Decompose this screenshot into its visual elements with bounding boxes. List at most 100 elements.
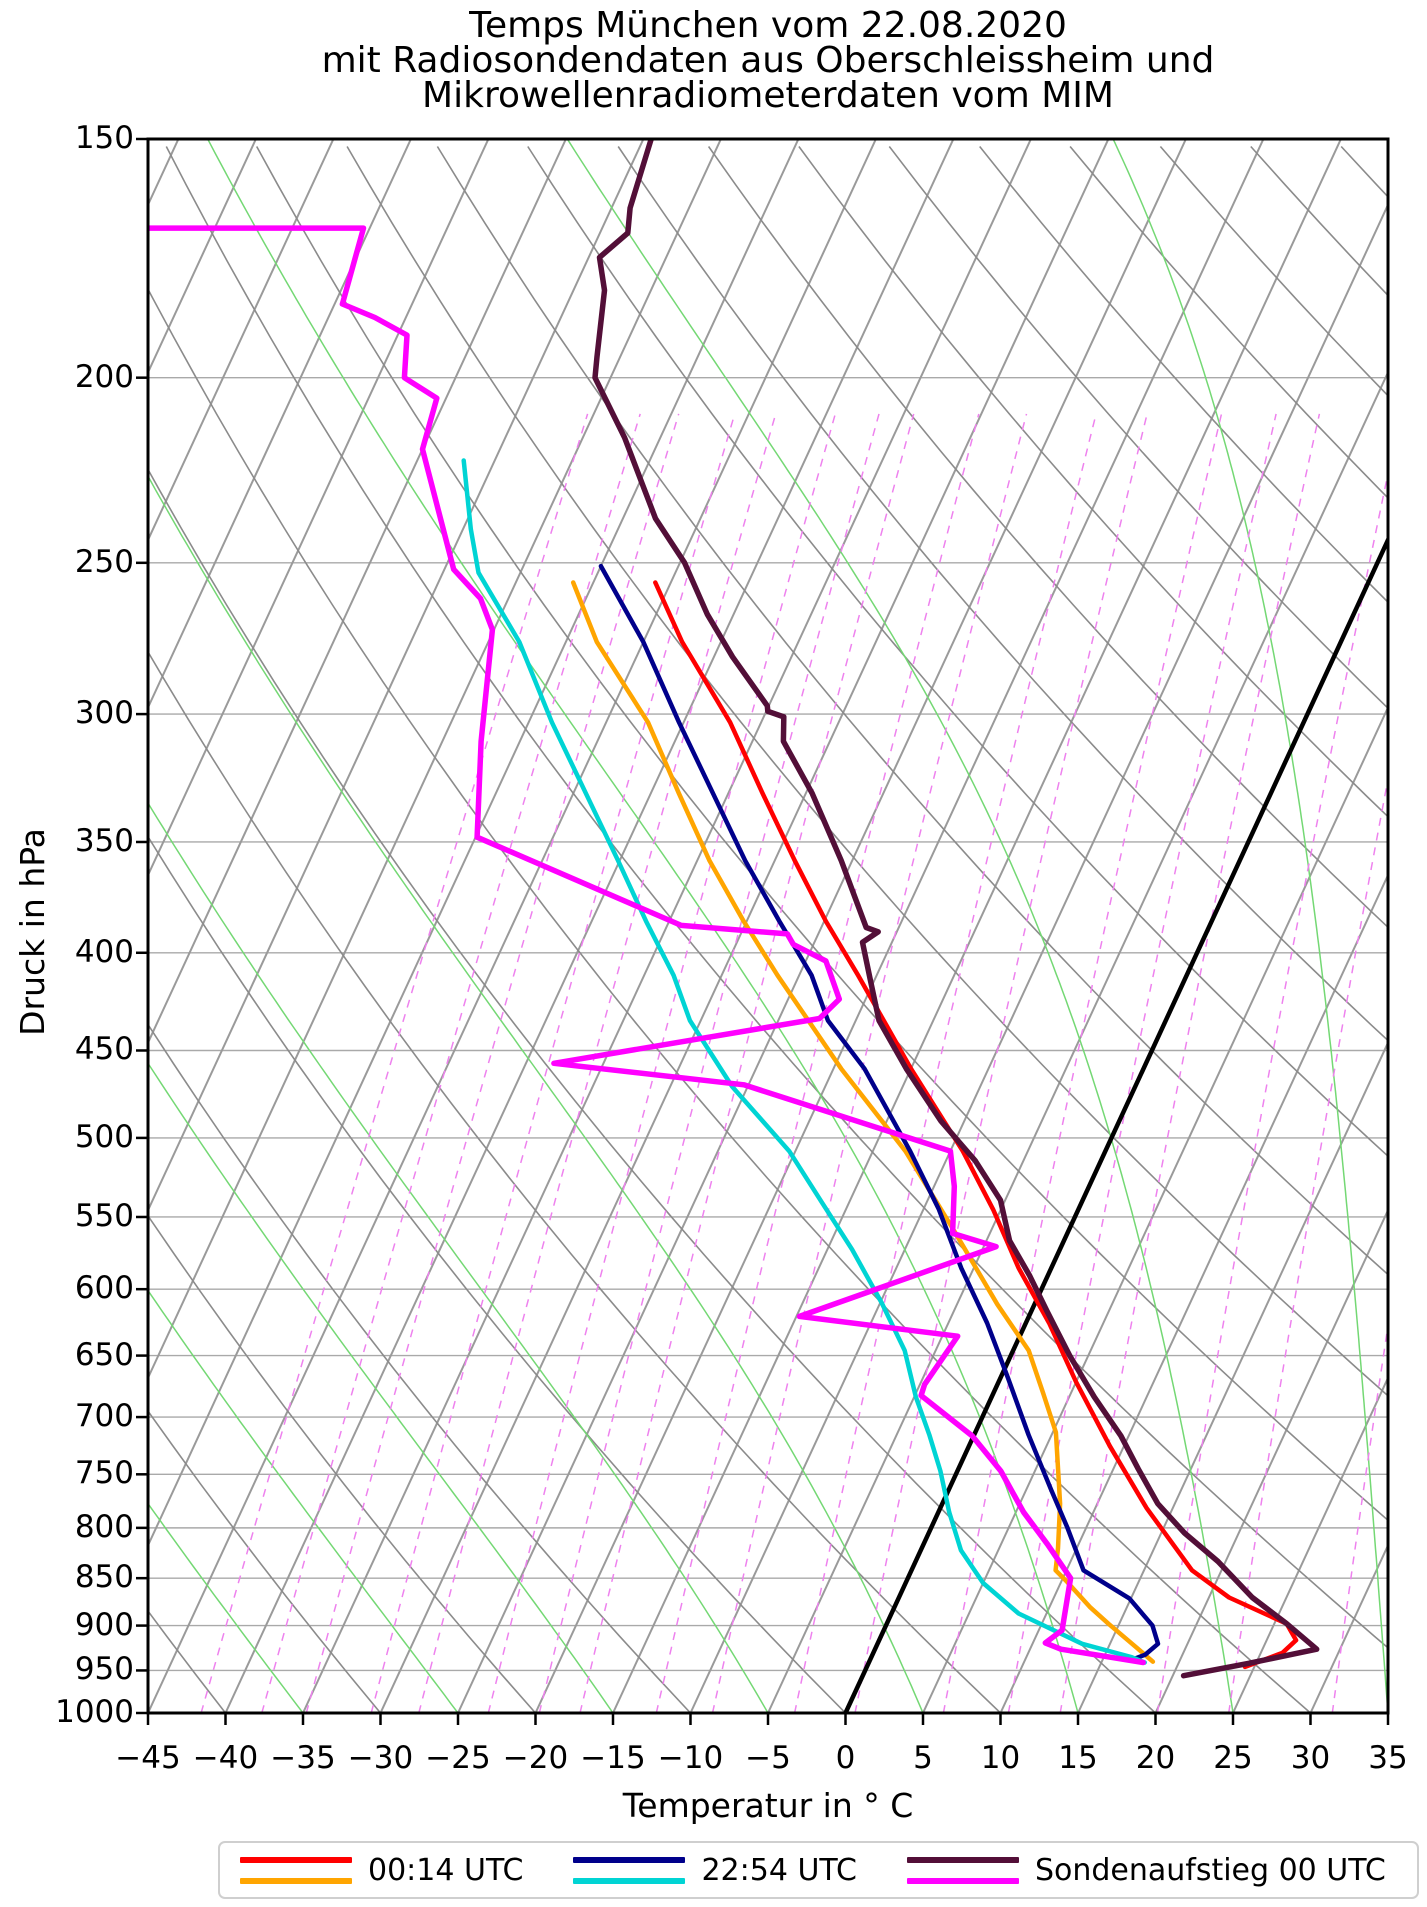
x-tick-label: 35: [1368, 1740, 1408, 1776]
isotherm-line: [148, 139, 722, 1381]
chart-title: Temps München vom 22.08.2020 mit Radioso…: [148, 5, 1388, 116]
mixing-ratio-line: [538, 413, 880, 1713]
isotherm-line: [1232, 1375, 1388, 1713]
series-00-14-utc-taupunkt-mwr-: [570, 580, 1156, 1664]
y-tick-label: 700: [74, 1398, 134, 1435]
mixing-ratio-line: [711, 413, 1028, 1713]
series-sondenaufstieg-00-utc-taupunkt: [148, 225, 1146, 1666]
mixing-ratio-line: [655, 413, 980, 1713]
isotherm-line: [1154, 1207, 1388, 1713]
moist-adiabat-line: [1112, 139, 1388, 1713]
dry-adiabat-line: [255, 146, 1388, 1522]
legend-label-2: Sondenaufstieg 00 UTC: [1034, 1852, 1386, 1888]
x-tick-label: −5: [745, 1740, 791, 1776]
dry-adiabat-line: [148, 287, 1312, 1713]
isotherm-line: [534, 139, 1265, 1713]
dry-adiabat-line: [888, 146, 1388, 710]
isotherm-line: [148, 139, 567, 1046]
dry-adiabat-line: [148, 650, 1002, 1713]
title-line-3: Mikrowellenradiometerdaten vom MIM: [422, 75, 1114, 116]
x-tick-label: −25: [425, 1740, 491, 1776]
legend-swatch-1: [573, 1855, 686, 1885]
mixing-ratio-line: [1007, 413, 1277, 1713]
legend-swatch-2: [906, 1855, 1019, 1885]
dry-adiabat-line: [1069, 145, 1388, 500]
y-tick-label: 150: [74, 120, 134, 156]
series-22-54-utc-taupunkt-mwr-: [461, 458, 1147, 1665]
dry-adiabat-line: [346, 146, 1388, 1397]
zero-isotherm-line: [843, 534, 1388, 1713]
dry-adiabat-line: [707, 146, 1388, 929]
dry-adiabat-line: [527, 146, 1388, 1158]
y-tick-label: 200: [74, 358, 134, 395]
legend-line-bottom: [906, 1878, 1019, 1884]
x-tick-label: −20: [502, 1740, 569, 1776]
dry-adiabat-line: [165, 146, 1388, 1649]
mixing-ratio-line: [1059, 413, 1321, 1713]
moist-adiabat-line: [148, 1061, 614, 1713]
dry-adiabat-line: [148, 1214, 537, 1713]
legend-item-2: Sondenaufstieg 00 UTC: [906, 1852, 1386, 1888]
x-tick-label: 25: [1213, 1740, 1253, 1776]
x-tick-label: −35: [270, 1740, 336, 1776]
legend: 00:14 UTC 22:54 UTC Sondenaufstieg 00 UTC: [218, 1841, 1419, 1899]
moist-adiabat-line: [206, 139, 1079, 1713]
y-tick-label: 950: [74, 1651, 134, 1688]
y-tick-label: 550: [74, 1197, 134, 1234]
title-line-1: Temps München vom 22.08.2020: [469, 5, 1067, 46]
legend-label-0: 00:14 UTC: [368, 1852, 524, 1888]
isotherm-line: [457, 139, 1187, 1713]
isotherm-line: [612, 139, 1342, 1713]
isotherm-line: [1077, 1040, 1388, 1713]
isotherm-line: [922, 705, 1388, 1713]
x-tick-label: −40: [192, 1740, 259, 1776]
moist-adiabat-line: [148, 474, 924, 1713]
mixing-ratio-line: [1156, 469, 1388, 1713]
x-tick-label: 0: [835, 1740, 856, 1776]
x-tick-label: −10: [657, 1740, 724, 1776]
y-tick-label: 1000: [55, 1694, 134, 1730]
legend-line-top: [906, 1857, 1019, 1863]
mixing-ratio-line: [200, 413, 589, 1713]
y-tick-label: 500: [74, 1118, 134, 1155]
legend-item-1: 22:54 UTC: [573, 1852, 857, 1888]
mixing-ratio-line: [793, 413, 1097, 1713]
mixing-ratio-line: [261, 413, 641, 1713]
mixing-ratio-line: [942, 413, 1223, 1713]
legend-swatch-0: [240, 1855, 352, 1885]
series-22-54-utc-temperatur-mwr-: [598, 563, 1161, 1662]
y-tick-label: 900: [74, 1606, 134, 1643]
x-tick-label: 15: [1058, 1740, 1098, 1776]
series-00-14-utc-temperatur-mwr-: [653, 580, 1299, 1670]
title-line-2: mit Radiosondendaten aus Oberschleisshei…: [321, 40, 1215, 81]
isotherm-line: [689, 202, 1388, 1713]
y-tick-label: 850: [74, 1559, 134, 1596]
plot-area: [148, 139, 1388, 1713]
legend-item-0: 00:14 UTC: [240, 1853, 523, 1888]
isotherm-line: [148, 139, 335, 543]
dry-adiabat-line: [617, 146, 1388, 1042]
isotherm-line: [148, 139, 877, 1713]
series-sondenaufstieg-00-utc-temperatur: [592, 139, 1320, 1679]
legend-line-bottom: [240, 1878, 352, 1884]
isotherm-line: [148, 139, 645, 1213]
dry-adiabat-line: [148, 1409, 382, 1713]
mixing-ratio-line: [1227, 775, 1388, 1713]
y-tick-label: 400: [74, 933, 134, 970]
x-tick-label: 20: [1135, 1740, 1176, 1776]
dry-adiabat-line: [979, 145, 1388, 604]
y-tick-label: 350: [74, 822, 134, 859]
isotherm-line: [302, 139, 1032, 1713]
moist-adiabat-line: [566, 139, 1234, 1713]
y-tick-label: 800: [74, 1508, 134, 1545]
x-tick-label: −30: [347, 1740, 414, 1776]
dry-adiabat-line: [798, 146, 1388, 818]
mixing-ratio-line: [305, 413, 680, 1713]
legend-label-1: 22:54 UTC: [701, 1852, 857, 1888]
y-tick-label: 750: [74, 1455, 134, 1492]
y-tick-label: 450: [74, 1031, 134, 1068]
isotherm-line: [999, 872, 1388, 1713]
x-tick-label: 5: [913, 1740, 933, 1776]
